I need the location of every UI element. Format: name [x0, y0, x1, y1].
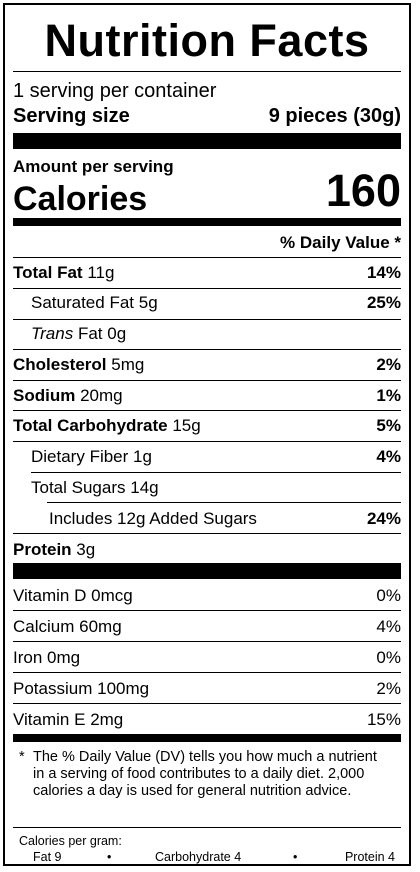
nutrient-row-saturated-fat: Saturated Fat 5g 25% — [13, 293, 401, 313]
nutrient-dv: 24% — [366, 509, 401, 528]
nutrient-amount: 3g — [76, 540, 96, 559]
divider — [13, 319, 401, 320]
thick-divider — [13, 133, 401, 149]
vitamin-row-iron: Iron 0mg 0% — [13, 648, 401, 668]
vitamin-amount: 2mg — [90, 710, 124, 729]
nutrient-amount: 14g — [130, 478, 159, 497]
nutrient-row-trans-fat: Trans Fat 0g — [13, 324, 401, 344]
calories-per-gram-carbohydrate: Carbohydrate 4 — [155, 850, 242, 864]
nutrient-name: Total Fat — [13, 263, 83, 282]
nutrient-amount: 1g — [133, 447, 152, 466]
vitamin-name: Vitamin D — [13, 586, 87, 605]
calories-per-gram-values: Fat 9 • Carbohydrate 4 • Protein 4 — [19, 850, 395, 865]
nutrition-facts-label: Nutrition Facts 1 serving per container … — [3, 3, 411, 866]
vitamin-amount: 100mg — [97, 679, 150, 698]
footnote: * The % Daily Value (DV) tells you how m… — [19, 749, 391, 800]
nutrient-name: Saturated Fat — [31, 293, 135, 312]
nutrient-row-sodium: Sodium 20mg 1% — [13, 386, 401, 406]
divider — [31, 472, 401, 473]
serving-size-label: Serving size — [13, 105, 130, 127]
vitamin-row-vitamin-e: Vitamin E 2mg 15% — [13, 710, 401, 730]
nutrient-amount: 11g — [87, 263, 115, 282]
vitamin-amount: 60mg — [79, 617, 122, 636]
vitamin-amount: 0mcg — [91, 586, 133, 605]
vitamin-amount: 0mg — [47, 648, 81, 667]
footnote-text: The % Daily Value (DV) tells you how muc… — [33, 749, 377, 799]
vitamin-row-potassium: Potassium 100mg 2% — [13, 679, 401, 699]
nutrient-amount: 15g — [172, 416, 201, 435]
serving-size-value: 9 pieces (30g) — [268, 105, 401, 127]
nutrient-amount: 20mg — [80, 386, 123, 405]
nutrient-row-total-sugars: Total Sugars 14g — [13, 478, 401, 498]
nutrient-row-cholesterol: Cholesterol 5mg 2% — [13, 355, 401, 375]
vitamin-name: Iron — [13, 648, 43, 667]
divider — [13, 257, 401, 258]
vitamin-row-calcium: Calcium 60mg 4% — [13, 617, 401, 637]
nutrient-amount: 5mg — [111, 355, 145, 374]
vitamin-name: Vitamin E — [13, 710, 86, 729]
vitamin-dv: 0% — [376, 586, 401, 605]
thick-divider — [13, 563, 401, 579]
daily-value-header: % Daily Value * — [280, 233, 401, 252]
vitamin-dv: 4% — [376, 617, 401, 636]
divider — [13, 827, 401, 828]
calories-value: 160 — [325, 165, 401, 216]
vitamin-row-vitamin-d: Vitamin D 0mcg 0% — [13, 586, 401, 606]
bullet-separator: • — [293, 850, 298, 864]
nutrient-name: Total Sugars — [31, 478, 126, 497]
vitamin-dv: 15% — [366, 710, 401, 729]
nutrient-row-total-carbohydrate: Total Carbohydrate 15g 5% — [13, 416, 401, 436]
nutrient-name-rest: Fat — [77, 324, 103, 343]
nutrient-amount: 0g — [107, 324, 127, 343]
divider — [13, 441, 401, 442]
divider — [13, 703, 401, 704]
calories-per-gram-heading: Calories per gram: — [19, 834, 122, 848]
nutrient-dv: 2% — [376, 355, 401, 374]
nutrient-row-protein: Protein 3g — [13, 540, 401, 560]
divider — [13, 380, 401, 381]
nutrient-row-total-fat: Total Fat 11g 14% — [13, 263, 401, 283]
divider — [13, 672, 401, 673]
nutrient-dv: 5% — [376, 416, 401, 435]
nutrient-dv: 25% — [366, 293, 401, 312]
medium-divider — [13, 734, 401, 742]
divider — [13, 288, 401, 289]
nutrient-name: Trans — [31, 324, 74, 343]
serving-size-row: Serving size 9 pieces (30g) — [13, 106, 401, 126]
calories-per-gram-fat: Fat 9 — [33, 850, 62, 864]
nutrient-row-added-sugars: Includes 12g Added Sugars 24% — [13, 509, 401, 529]
vitamin-name: Potassium — [13, 679, 93, 698]
calories-row: Calories 160 — [13, 168, 401, 219]
nutrient-name: Cholesterol — [13, 355, 107, 374]
divider — [13, 610, 401, 611]
nutrient-amount: 5g — [138, 293, 158, 312]
calories-label: Calories — [13, 180, 148, 218]
vitamin-dv: 2% — [376, 679, 401, 698]
amount-per-serving: Amount per serving — [13, 157, 174, 176]
nutrient-name: Protein — [13, 540, 72, 559]
nutrient-dv: 4% — [376, 447, 401, 466]
medium-divider — [13, 218, 401, 226]
nutrient-name: Sodium — [13, 386, 76, 405]
vitamin-dv: 0% — [376, 648, 401, 667]
nutrient-row-dietary-fiber: Dietary Fiber 1g 4% — [13, 447, 401, 467]
nutrient-dv: 14% — [366, 263, 401, 282]
divider — [13, 349, 401, 350]
servings-per-container: 1 serving per container — [13, 80, 217, 102]
label-title: Nutrition Facts — [44, 15, 370, 66]
vitamin-name: Calcium — [13, 617, 75, 636]
nutrient-name: Total Carbohydrate — [13, 416, 168, 435]
divider — [13, 641, 401, 642]
footnote-star: * — [19, 749, 25, 765]
calories-per-gram-protein: Protein 4 — [344, 850, 395, 864]
nutrient-name: Dietary Fiber — [31, 447, 129, 466]
nutrient-dv: 1% — [376, 386, 401, 405]
nutrient-name: Includes 12g Added Sugars — [49, 509, 257, 528]
divider — [13, 533, 401, 534]
divider — [13, 410, 401, 411]
divider — [13, 71, 401, 72]
divider — [47, 502, 401, 503]
bullet-separator: • — [107, 850, 112, 864]
